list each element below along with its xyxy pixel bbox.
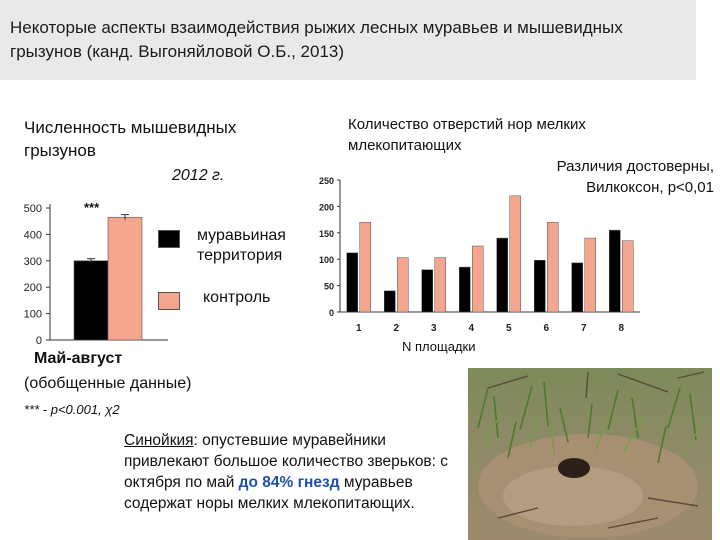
left-y-tick-label: 100	[24, 309, 42, 321]
left-chart-title: Численность мышевидных грызунов	[24, 118, 237, 160]
right-y-tick-label: 100	[319, 255, 334, 265]
period-heading: Май-август	[34, 350, 123, 367]
legend-label-ant: муравьиная территория	[197, 227, 286, 264]
right-y-tick-label: 0	[329, 308, 334, 318]
left-chart-year: 2012 г.	[172, 167, 225, 184]
right-bar-4-2	[472, 245, 484, 313]
right-y-tick-label: 50	[324, 282, 334, 292]
right-bar-2-1	[384, 290, 396, 313]
right-x-tick-label: 2	[393, 323, 399, 334]
right-x-tick-label: 3	[431, 323, 437, 334]
legend-label-control: контроль	[203, 289, 271, 306]
legend-swatch-ant	[158, 230, 180, 248]
left-y-tick-label: 200	[24, 282, 42, 294]
left-y-tick-label: 0	[36, 335, 42, 347]
right-x-tick-label: 7	[581, 323, 587, 334]
right-bar-1-2	[359, 221, 371, 313]
right-bar-3-2	[434, 257, 446, 313]
synoikia-text-1: : опустевшие муравейники привлекают боль…	[124, 432, 449, 491]
right-y-tick-label: 250	[319, 176, 334, 186]
left-y-tick-label: 300	[24, 256, 42, 268]
synoikia-term: Синойкия	[124, 432, 194, 449]
right-bar-6-2	[547, 221, 559, 313]
left-bar-1	[73, 260, 109, 341]
right-bar-6-1	[534, 260, 546, 313]
header-bar: Некоторые аспекты взаимодействия рыжих л…	[0, 0, 696, 80]
right-bar-1-1	[346, 252, 358, 313]
right-bar-5-2	[509, 195, 521, 313]
right-chart: 0 50 100 150 200 250 1 2 3 4 5 6 7 8	[319, 176, 640, 334]
burrow-photo	[468, 368, 712, 540]
page-title: Некоторые аспекты взаимодействия рыжих л…	[10, 18, 623, 61]
right-bar-8-2	[622, 240, 634, 313]
right-x-tick-label: 8	[618, 323, 624, 334]
significance-note: Различия достоверны, Вилкоксон, p<0,01	[556, 158, 714, 196]
synoikia-text-2: муравьев содержат норы мелких млекопитаю…	[124, 474, 415, 512]
period-subtitle: (обобщенные данные)	[24, 375, 192, 392]
left-bar-2	[107, 216, 143, 341]
right-bar-8-1	[609, 229, 621, 313]
left-y-tick-label: 500	[24, 203, 42, 215]
right-bar-5-1	[496, 237, 508, 313]
left-y-tick-label: 400	[24, 229, 42, 241]
right-x-tick-label: 1	[356, 323, 362, 334]
legend-swatch-control	[158, 292, 180, 310]
right-bar-7-1	[571, 262, 583, 313]
synoikia-highlight: до 84% гнезд	[238, 474, 340, 491]
right-bar-4-1	[459, 266, 471, 313]
right-bar-3-1	[421, 269, 433, 313]
left-chart: 0 100 200 300 400 500 ***	[24, 200, 168, 347]
stat-note: *** - p<0.001, χ2	[24, 402, 120, 417]
right-bar-2-2	[397, 257, 409, 313]
right-chart-xlabel: N площадки	[402, 339, 476, 354]
right-y-tick-label: 200	[319, 202, 334, 212]
right-bar-7-2	[584, 237, 596, 313]
right-x-tick-label: 6	[543, 323, 549, 334]
left-significance-mark: ***	[84, 200, 100, 215]
synoikia-paragraph: Синойкия: опустевшие муравейники привлек…	[124, 430, 464, 514]
right-x-tick-label: 4	[468, 323, 474, 334]
right-chart-title: Количество отверстий нор мелких млекопит…	[348, 116, 586, 154]
right-x-tick-label: 5	[506, 323, 512, 334]
right-y-tick-label: 150	[319, 229, 334, 239]
